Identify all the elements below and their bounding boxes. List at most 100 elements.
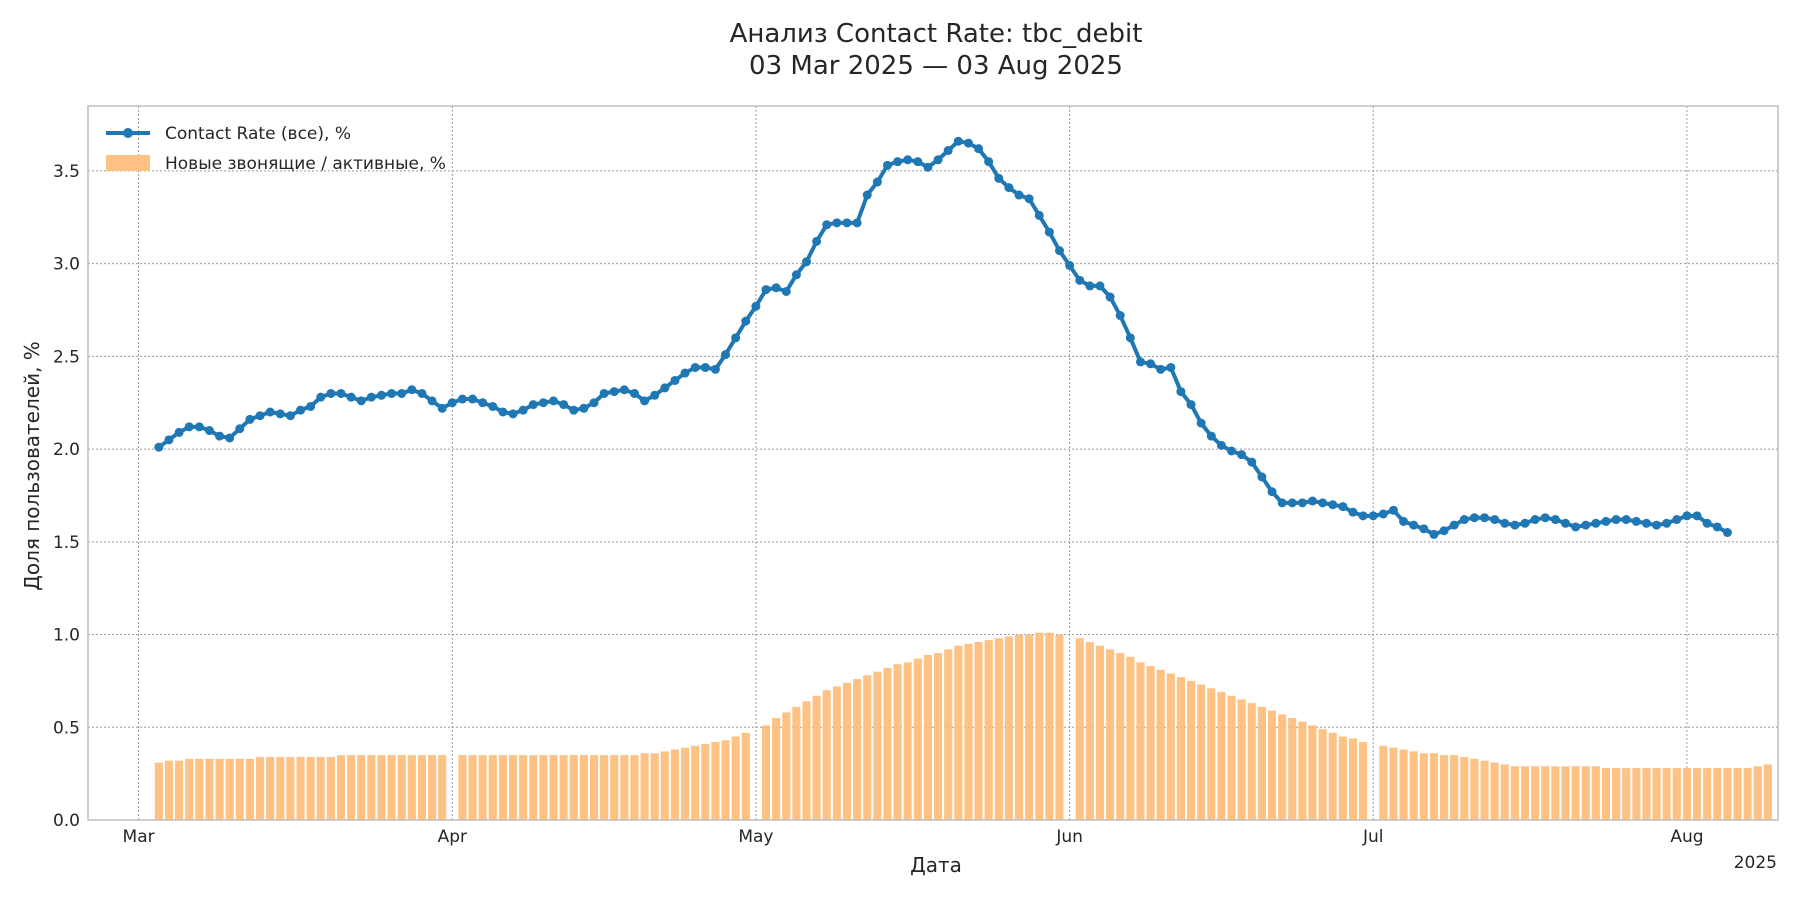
bar [589,755,599,820]
y-tick-label: 2.0 [53,440,80,460]
bar [1197,684,1206,820]
data-point [1611,515,1621,525]
bar [1267,710,1277,820]
data-point [791,270,801,280]
data-point [336,388,346,398]
bar [1581,766,1590,820]
bar [691,745,700,820]
data-point [498,407,508,417]
y-axis-ticks: 0.0 0.5 1.0 1.5 2.0 2.5 3.0 3.5 [53,162,80,831]
bar [225,758,234,820]
data-point [1176,387,1186,397]
data-point [1672,515,1682,525]
bar [569,755,578,820]
data-point [579,403,589,413]
bar [1692,768,1702,820]
bar [387,755,396,820]
data-point [1247,457,1257,467]
data-point [235,424,245,434]
bar [964,643,973,820]
data-point [660,383,670,393]
data-point [356,396,366,406]
bar [1753,766,1762,820]
bar [1166,673,1175,820]
bar [1217,692,1226,820]
bar [519,755,528,820]
bar-series [154,632,1772,820]
data-point [1277,498,1287,508]
bar [1146,666,1155,820]
data-point [680,368,690,378]
data-point [1055,246,1064,256]
data-point [468,394,478,404]
bar [1571,766,1580,820]
data-point [225,433,235,443]
data-point [1449,520,1459,530]
bar [883,667,892,820]
bar [1500,764,1509,820]
bar [579,755,588,820]
data-point [296,405,306,415]
bar [377,755,386,820]
data-point [1105,292,1115,302]
bar [863,675,872,820]
data-point [700,362,710,372]
data-point [1692,511,1702,521]
data-point [1014,190,1024,200]
bar [1642,768,1651,820]
bar [468,755,477,820]
data-point [1287,498,1297,508]
bar [1338,736,1347,820]
bar [681,747,690,820]
data-point [1257,472,1267,482]
data-point [1024,194,1034,204]
bar [1095,645,1105,820]
bar [1763,764,1772,820]
bar [1389,747,1398,820]
data-point [862,190,872,200]
bar [1116,653,1125,820]
data-point [1712,522,1722,532]
bar [832,686,841,820]
data-point [1156,364,1166,374]
data-point [376,390,386,400]
bar [1257,706,1266,820]
plot-frame [87,105,1779,821]
data-point [1095,281,1105,291]
x-tick-label: Aug [1670,827,1703,847]
data-point [731,333,741,343]
bar [1004,636,1013,820]
x-tick-label: May [738,827,773,847]
bar [1014,634,1024,820]
chart-subtitle: 03 Mar 2025 — 03 Aug 2025 [749,51,1123,81]
bar [842,682,852,820]
data-point [1601,516,1611,526]
data-point [154,442,164,452]
bar [1055,634,1064,820]
bar [1429,753,1438,820]
bar [600,755,609,820]
bar [1419,753,1428,820]
data-point [518,405,528,415]
bar [1520,766,1530,820]
data-point [1085,281,1095,291]
bar [458,755,467,820]
data-point [1662,518,1672,528]
bar [610,755,619,820]
data-point [488,401,498,411]
bar [276,756,285,820]
bar [1733,768,1742,820]
data-point [640,396,650,406]
bar [1237,699,1246,820]
bar [326,756,335,820]
bar [1672,768,1681,820]
legend-bar-swatch [106,155,150,171]
data-point [1206,431,1216,441]
data-point [549,396,559,406]
bar [802,701,811,820]
y-tick-label: 0.0 [53,811,80,831]
bar [539,755,548,820]
data-point [882,160,892,170]
bar [1470,758,1479,820]
